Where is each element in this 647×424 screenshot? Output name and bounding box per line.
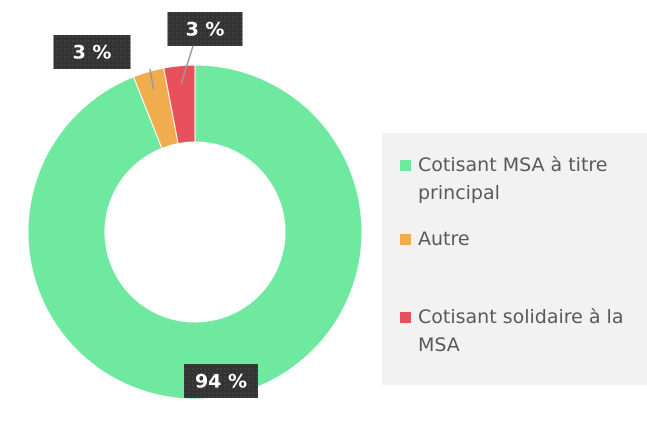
slice: [27, 64, 363, 400]
leader-line: [180, 45, 194, 85]
slice: [163, 64, 196, 145]
legend-item: Cotisant solidaire à la MSA: [400, 303, 645, 359]
leader-line: [149, 68, 155, 90]
data-label: 3 %: [73, 42, 112, 64]
data-label: 94 %: [195, 371, 247, 393]
data-label: 3 %: [186, 19, 225, 41]
legend-item: Cotisant MSA à titre principal: [400, 151, 645, 207]
legend-label: Cotisant solidaire à la MSA: [418, 306, 624, 356]
legend-label: Autre: [418, 228, 470, 250]
legend-swatch: [400, 234, 411, 245]
legend-item: Autre: [400, 225, 645, 253]
legend-label: Cotisant MSA à titre principal: [418, 154, 608, 204]
legend: Cotisant MSA à titre principal Autre Cotis…: [382, 133, 647, 385]
label-box: [53, 35, 131, 69]
legend-swatch: [400, 312, 411, 323]
legend-swatch: [400, 160, 411, 171]
label-box: [167, 12, 243, 46]
label-box: [184, 364, 258, 398]
